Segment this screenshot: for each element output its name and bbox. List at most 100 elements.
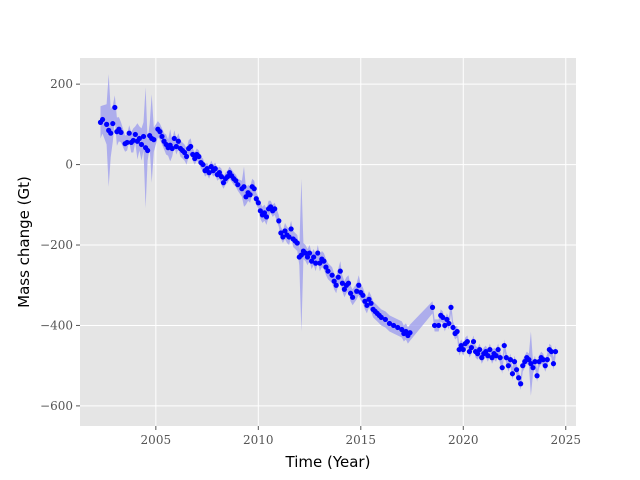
data-point (542, 363, 548, 369)
data-point (497, 355, 503, 361)
data-point (407, 330, 413, 336)
data-point (313, 260, 319, 266)
data-point (255, 200, 261, 206)
data-point (257, 208, 263, 214)
data-point (552, 348, 559, 355)
y-tick-label: 0 (65, 158, 73, 172)
data-point (483, 348, 489, 355)
data-point (520, 363, 526, 369)
data-point (440, 314, 446, 321)
data-point (329, 272, 335, 278)
data-point (183, 153, 190, 160)
data-point (364, 302, 370, 308)
data-point (368, 300, 374, 306)
data-point (157, 129, 163, 135)
data-point (171, 135, 177, 142)
data-point (204, 166, 210, 172)
data-point (477, 346, 483, 353)
data-point (487, 346, 493, 353)
data-point (399, 326, 405, 333)
data-point (321, 258, 327, 264)
data-point (354, 288, 360, 294)
data-point (446, 320, 452, 327)
y-tick-label: −600 (40, 399, 73, 413)
data-point (475, 351, 481, 357)
data-point (315, 250, 321, 256)
data-point (218, 174, 225, 180)
data-point (516, 375, 522, 381)
data-point (140, 133, 147, 140)
y-axis-label: Mass change (Gt) (15, 176, 33, 308)
data-point (251, 186, 257, 192)
data-point (323, 264, 329, 270)
data-point (151, 137, 157, 143)
data-point (216, 170, 222, 176)
data-point (173, 143, 179, 150)
data-point (403, 328, 409, 335)
data-point (208, 163, 214, 170)
data-point (503, 355, 509, 361)
data-point (366, 296, 372, 302)
y-axis-ticks: −600 −400 −200 0 200 (40, 77, 80, 413)
data-point (206, 170, 212, 176)
data-point (188, 143, 194, 150)
data-point (335, 274, 341, 280)
x-tick-label: 2005 (141, 433, 172, 447)
data-point (104, 121, 110, 127)
data-point (526, 357, 532, 363)
data-point (513, 367, 520, 373)
data-point (460, 346, 466, 353)
data-point (341, 286, 347, 292)
data-point (304, 254, 311, 260)
y-tick-label: 200 (50, 77, 73, 91)
data-point (386, 320, 393, 327)
data-point (276, 218, 282, 224)
data-point (268, 204, 274, 210)
x-tick-label: 2015 (346, 433, 377, 447)
data-point (464, 338, 470, 345)
x-axis-label: Time (Year) (285, 453, 371, 471)
grid (80, 58, 576, 426)
data-point (169, 145, 175, 152)
y-tick-label: −200 (40, 238, 73, 252)
data-point (130, 137, 136, 144)
data-point (253, 196, 259, 202)
data-point (302, 250, 309, 256)
y-tick-label: −400 (40, 318, 73, 332)
data-point (349, 294, 356, 300)
data-point (378, 314, 384, 321)
data-point (126, 130, 132, 136)
data-point (294, 240, 300, 246)
x-tick-label: 2020 (448, 433, 479, 447)
data-point (233, 178, 239, 184)
data-point (241, 184, 247, 190)
data-point (493, 353, 499, 359)
data-point (181, 149, 188, 156)
data-point (505, 363, 511, 369)
data-point (108, 130, 114, 136)
data-point (489, 355, 495, 361)
data-point (298, 252, 304, 258)
data-point (540, 357, 546, 363)
data-point (280, 234, 286, 240)
data-point (112, 104, 118, 111)
data-point (485, 353, 491, 359)
data-point (360, 292, 366, 298)
data-point (272, 206, 278, 212)
data-point (442, 322, 448, 329)
data-point (509, 371, 516, 377)
data-point (431, 322, 438, 329)
data-point (286, 234, 292, 240)
data-point (99, 116, 106, 123)
data-point (261, 210, 268, 216)
data-point (159, 133, 165, 140)
data-point (309, 258, 315, 264)
data-point (138, 141, 145, 148)
data-point (544, 357, 550, 363)
data-point (507, 357, 514, 363)
data-point (550, 361, 557, 367)
data-point (190, 151, 196, 158)
data-point (528, 361, 534, 367)
data-points (97, 104, 559, 387)
